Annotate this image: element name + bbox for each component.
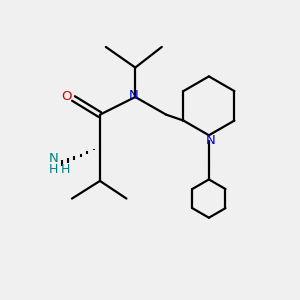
Text: H: H <box>49 163 58 176</box>
Text: N: N <box>49 152 58 165</box>
Text: N: N <box>206 134 215 147</box>
Text: O: O <box>62 90 72 103</box>
Text: H: H <box>61 163 70 176</box>
Text: N: N <box>129 89 139 102</box>
